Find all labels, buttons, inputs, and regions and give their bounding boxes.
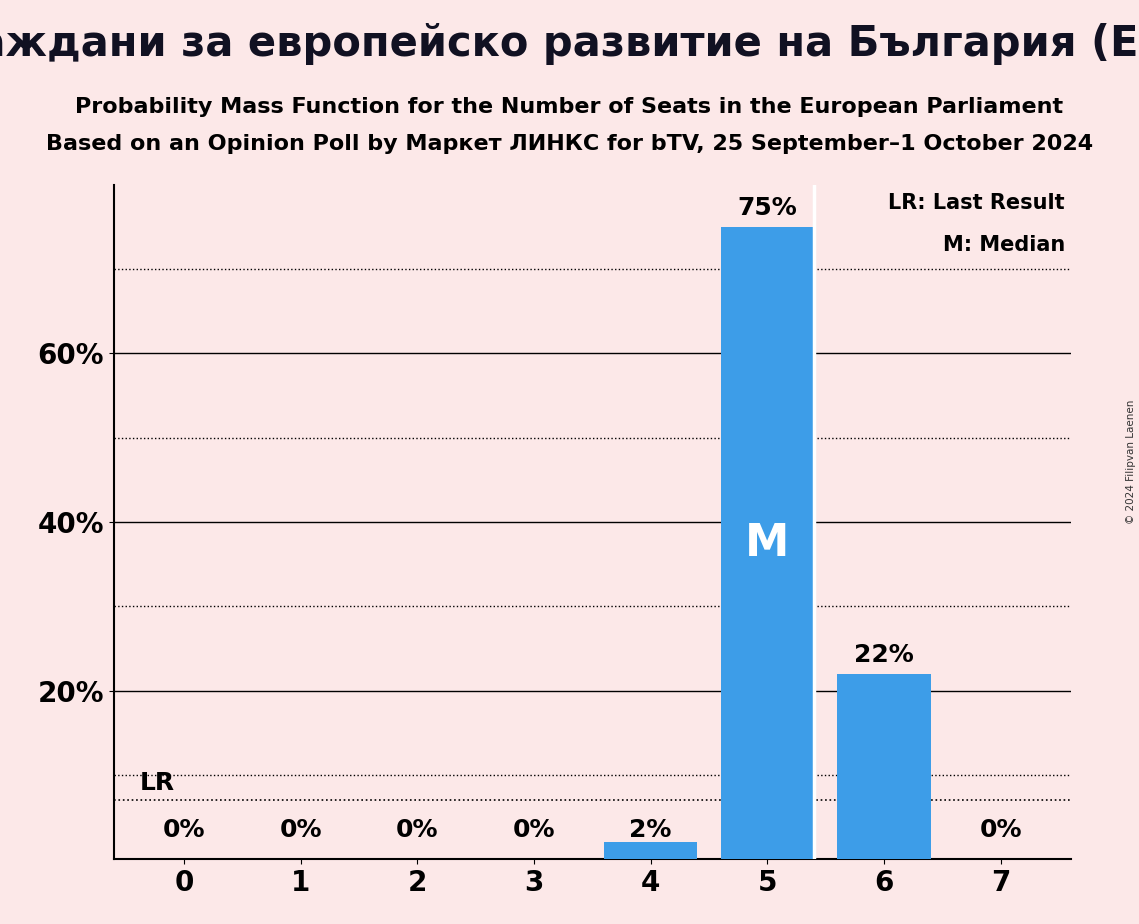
Text: 0%: 0% (513, 819, 555, 843)
Bar (837, 674, 931, 859)
Text: LR: LR (140, 772, 174, 796)
Bar (721, 227, 814, 859)
Text: 2%: 2% (630, 819, 672, 843)
Text: 75%: 75% (737, 196, 797, 220)
Text: Based on an Opinion Poll by Маркет ЛИНКС for bTV, 25 September–1 October 2024: Based on an Opinion Poll by Маркет ЛИНКС… (46, 134, 1093, 154)
Text: M: Median: M: Median (943, 236, 1065, 255)
Text: Граждани за европейско развитие на България (EPP): Граждани за европейско развитие на Бълга… (0, 23, 1139, 65)
Text: LR: Last Result: LR: Last Result (888, 193, 1065, 213)
Bar (604, 843, 697, 859)
Text: 0%: 0% (980, 819, 1022, 843)
Text: 0%: 0% (396, 819, 439, 843)
Text: Probability Mass Function for the Number of Seats in the European Parliament: Probability Mass Function for the Number… (75, 97, 1064, 117)
Text: 0%: 0% (163, 819, 205, 843)
Text: M: M (745, 522, 789, 565)
Text: 0%: 0% (279, 819, 322, 843)
Text: © 2024 Filipvan Laenen: © 2024 Filipvan Laenen (1126, 400, 1136, 524)
Text: 22%: 22% (854, 643, 913, 667)
